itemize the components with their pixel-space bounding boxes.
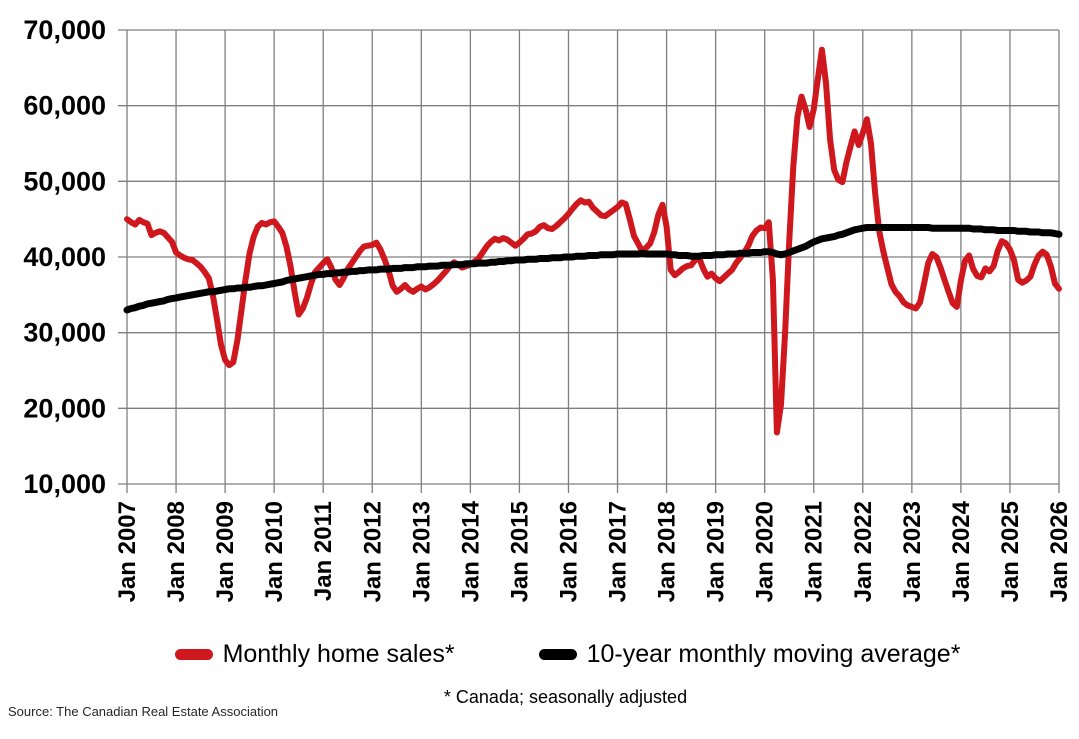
x-tick-label: Jan 2019 (703, 501, 730, 602)
x-tick-label: Jan 2007 (114, 501, 141, 602)
x-tick-label: Jan 2015 (506, 501, 533, 602)
legend: Monthly home sales* 10-year monthly movi… (28, 640, 1079, 669)
y-tick-label: 60,000 (23, 91, 106, 121)
y-tick-label: 20,000 (23, 393, 106, 423)
x-tick-label: Jan 2021 (801, 501, 828, 602)
legend-label-monthly-sales: Monthly home sales* (222, 640, 455, 668)
x-tick-label: Jan 2017 (605, 501, 632, 602)
y-tick-label: 30,000 (23, 318, 106, 348)
x-tick-label: Jan 2009 (212, 501, 239, 602)
monthly-home-sales-line (124, 46, 1062, 436)
x-tick-label: Jan 2008 (163, 501, 190, 602)
x-tick-label: Jan 2024 (948, 500, 975, 602)
y-tick-label: 50,000 (23, 166, 106, 196)
x-tick-label: Jan 2023 (899, 501, 926, 602)
x-tick-label: Jan 2025 (997, 501, 1024, 602)
x-tick-label: Jan 2022 (850, 501, 877, 602)
moving-average-line (123, 224, 1063, 314)
y-tick-label: 40,000 (23, 242, 106, 272)
x-tick-label: Jan 2016 (555, 501, 582, 602)
y-tick-label: 70,000 (23, 15, 106, 45)
legend-label-moving-average: 10-year monthly moving average* (586, 640, 961, 668)
x-tick-label: Jan 2026 (1046, 501, 1073, 602)
x-tick-label: Jan 2011 (310, 501, 337, 601)
source-attribution: Source: The Canadian Real Estate Associa… (8, 704, 279, 719)
x-tick-label: Jan 2012 (359, 501, 386, 602)
footnote: * Canada; seasonally adjusted (443, 687, 688, 707)
legend-item-monthly-sales: Monthly home sales* (174, 640, 455, 669)
monthly-sales-line-swatch (174, 649, 213, 660)
x-tick-label: Jan 2018 (654, 501, 681, 602)
x-tick-label: Jan 2010 (261, 501, 288, 602)
y-tick-label: 10,000 (23, 469, 106, 499)
x-tick-label: Jan 2014 (457, 500, 484, 602)
x-tick-label: Jan 2020 (752, 501, 779, 602)
x-tick-label: Jan 2013 (408, 501, 435, 602)
legend-item-moving-average: 10-year monthly moving average* (538, 640, 961, 669)
moving-average-line-swatch (538, 649, 577, 660)
